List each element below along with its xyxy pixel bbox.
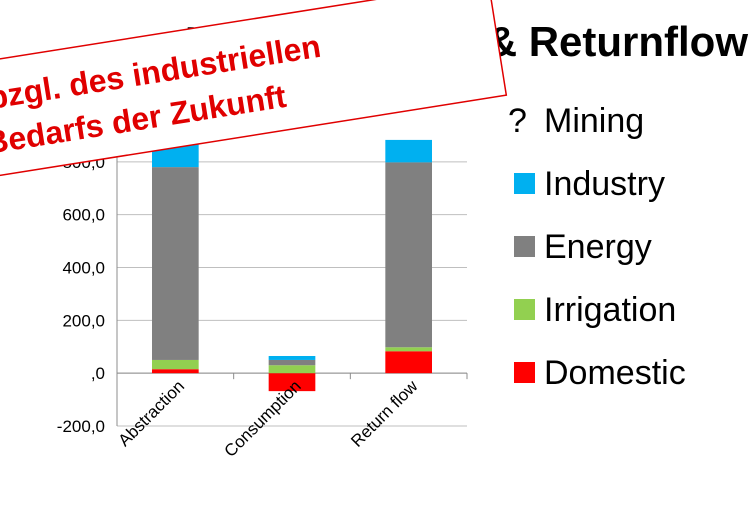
legend-marker: ? — [508, 102, 527, 140]
y-tick-label: ,0 — [91, 364, 105, 383]
bar-segment — [268, 355, 316, 360]
y-tick-label: 600,0 — [62, 206, 105, 225]
legend-label: Mining — [544, 102, 644, 140]
x-tick-label: Abstraction — [115, 377, 189, 451]
bar-segment — [385, 139, 432, 163]
bar-segment — [152, 359, 199, 370]
x-tick-label: Consumption — [221, 377, 305, 461]
bar-segment — [152, 167, 199, 360]
legend-label: Irrigation — [544, 291, 676, 329]
legend-label: Industry — [544, 165, 665, 203]
legend-label: Domestic — [544, 354, 686, 392]
legend-label: Energy — [544, 228, 652, 266]
legend: ? Mining Industry Energy Irrigation Domestic — [508, 102, 686, 392]
bar-segment — [385, 347, 432, 352]
legend-swatch — [514, 299, 535, 320]
x-tick-label: Return flow — [347, 376, 422, 451]
bar-segment — [268, 373, 316, 392]
sticky-note: bzgl. des industriellen Bedarfs der Zuku… — [0, 0, 508, 181]
chart: -200,0,0200,0400,0600,0800,0AbstractionC… — [57, 109, 468, 461]
bar-segment — [268, 359, 316, 366]
bar-segment — [268, 365, 316, 374]
bar-segment — [152, 369, 199, 374]
note-box — [0, 0, 508, 181]
bar-segment — [385, 162, 432, 348]
bar-segment — [385, 351, 432, 374]
y-tick-label: 200,0 — [62, 311, 105, 330]
y-tick-label: -200,0 — [57, 417, 105, 436]
legend-swatch — [514, 236, 535, 257]
y-tick-label: 400,0 — [62, 259, 105, 278]
legend-swatch — [514, 173, 535, 194]
legend-swatch — [514, 362, 535, 383]
